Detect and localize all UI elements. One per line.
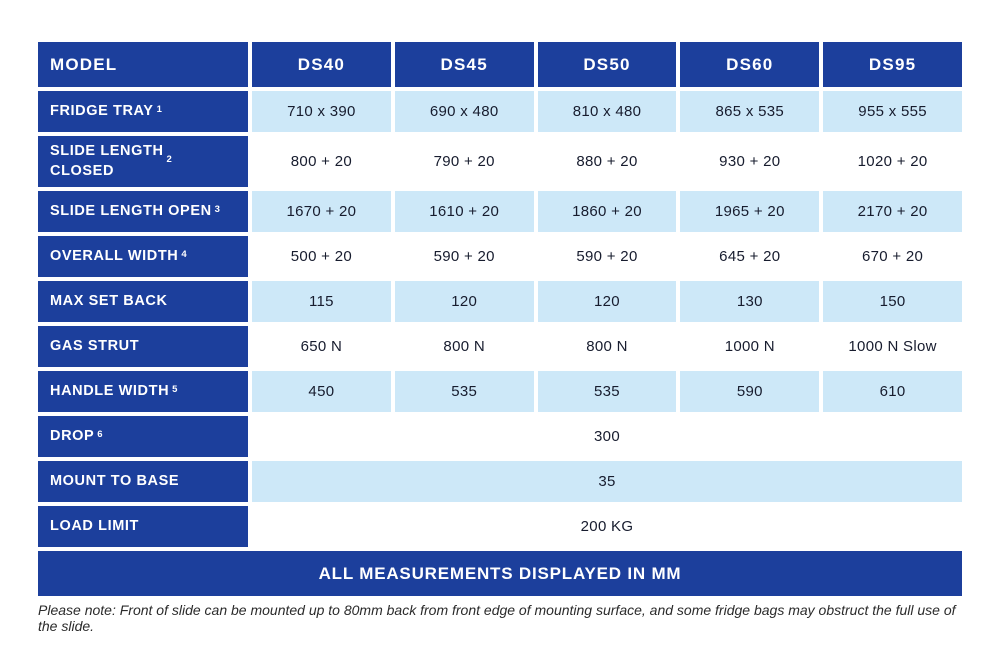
row-label-sup: 5 <box>172 384 179 396</box>
column-header-ds60: DS60 <box>680 42 820 87</box>
row-label: OVERALL WIDTH 4 <box>38 236 248 278</box>
table-cell: 710 x 390 <box>252 91 391 132</box>
row-label-text: SLIDE LENGTH CLOSED <box>50 143 164 179</box>
row-label-text: GAS STRUT <box>50 337 140 354</box>
table-cell: 500 + 20 <box>252 236 391 278</box>
table-cell: 800 N <box>537 326 677 368</box>
row-label-sup: 1 <box>156 104 163 116</box>
table-footer-banner: ALL MEASUREMENTS DISPLAYED IN MM <box>38 551 962 597</box>
row-label: DROP 6 <box>38 416 248 458</box>
column-header-ds50: DS50 <box>537 42 677 87</box>
table-cell: 955 x 555 <box>823 91 962 132</box>
table-cell: 1670 + 20 <box>252 191 391 233</box>
row-label-sup: 4 <box>181 249 188 261</box>
table-cell: 450 <box>252 371 391 413</box>
table-cell: 800 N <box>394 326 534 368</box>
spec-table: MODEL DS40 DS45 DS50 DS60 DS95 FRIDGE TR… <box>38 42 962 597</box>
row-label-text: MOUNT TO BASE <box>50 472 180 489</box>
row-label: GAS STRUT <box>38 326 248 368</box>
table-cell-merged: 300 <box>252 416 962 458</box>
table-cell: 590 + 20 <box>537 236 677 278</box>
column-header-ds95: DS95 <box>823 42 962 87</box>
row-label: FRIDGE TRAY 1 <box>38 91 248 132</box>
table-cell: 535 <box>394 371 534 413</box>
table-cell: 690 x 480 <box>394 91 534 132</box>
table-cell: 880 + 20 <box>537 136 677 188</box>
table-cell: 2170 + 20 <box>823 191 962 233</box>
row-label-text: LOAD LIMIT <box>50 517 139 534</box>
table-cell: 535 <box>537 371 677 413</box>
table-cell: 610 <box>823 371 962 413</box>
row-label-text: SLIDE LENGTH OPEN <box>50 202 212 219</box>
table-cell: 120 <box>537 281 677 323</box>
row-label-text: HANDLE WIDTH <box>50 382 170 399</box>
table-cell: 790 + 20 <box>394 136 534 188</box>
table-cell-merged: 35 <box>252 461 962 503</box>
table-cell: 150 <box>823 281 962 323</box>
row-label: MAX SET BACK <box>38 281 248 323</box>
table-cell: 670 + 20 <box>823 236 962 278</box>
table-cell: 810 x 480 <box>537 91 677 132</box>
table-cell: 930 + 20 <box>680 136 820 188</box>
row-label-text: OVERALL WIDTH <box>50 247 179 264</box>
footnote: Please note: Front of slide can be mount… <box>38 602 956 634</box>
row-label: SLIDE LENGTH OPEN 3 <box>38 191 248 233</box>
table-cell: 1965 + 20 <box>680 191 820 233</box>
table-cell: 865 x 535 <box>680 91 820 132</box>
table-cell: 115 <box>252 281 391 323</box>
row-label-sup: 2 <box>166 154 173 166</box>
column-header-ds45: DS45 <box>394 42 534 87</box>
row-label-sup: 6 <box>97 429 104 441</box>
table-cell: 645 + 20 <box>680 236 820 278</box>
table-cell: 1000 N Slow <box>823 326 962 368</box>
table-cell: 1000 N <box>680 326 820 368</box>
table-cell: 1020 + 20 <box>823 136 962 188</box>
row-label-sup: 3 <box>214 204 221 216</box>
column-header-model: MODEL <box>38 42 248 87</box>
table-cell-merged: 200 KG <box>252 506 962 548</box>
table-cell: 1610 + 20 <box>394 191 534 233</box>
row-label: LOAD LIMIT <box>38 506 248 548</box>
row-label-text: DROP <box>50 427 95 444</box>
table-cell: 590 + 20 <box>394 236 534 278</box>
column-header-ds40: DS40 <box>252 42 391 87</box>
table-cell: 800 + 20 <box>252 136 391 188</box>
row-label: SLIDE LENGTH CLOSED 2 <box>38 136 248 188</box>
row-label: HANDLE WIDTH 5 <box>38 371 248 413</box>
row-label-text: MAX SET BACK <box>50 292 168 309</box>
table-cell: 130 <box>680 281 820 323</box>
table-cell: 650 N <box>252 326 391 368</box>
table-cell: 590 <box>680 371 820 413</box>
row-label-text: FRIDGE TRAY <box>50 102 154 119</box>
table-cell: 120 <box>394 281 534 323</box>
row-label: MOUNT TO BASE <box>38 461 248 503</box>
table-cell: 1860 + 20 <box>537 191 677 233</box>
